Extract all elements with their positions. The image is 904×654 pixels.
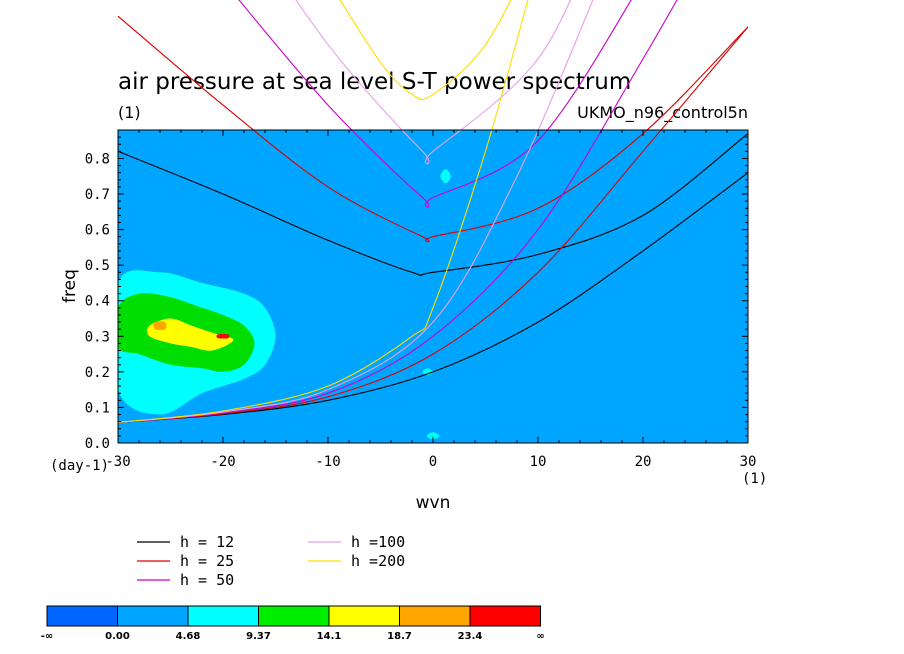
contour-region-2 [146, 318, 234, 351]
y-tick-label: 0.6 [85, 223, 110, 239]
x-tick-label: -30 [105, 454, 130, 470]
legend-label: h = 25 [180, 552, 234, 570]
series-1-kelvin-curve [117, 26, 749, 423]
y-tick-label: 0.1 [85, 400, 110, 416]
colorbar-swatch [469, 605, 541, 627]
colorbar-label: -∞ [41, 631, 53, 642]
y-tick-label: 0.2 [85, 365, 110, 381]
y-tick-label: 0.0 [85, 436, 110, 452]
y-tick-label: 0.3 [85, 329, 110, 345]
chart-subtitle-left: (1) [118, 103, 141, 122]
legend-label: h = 50 [180, 571, 234, 589]
colorbar-swatch [187, 605, 259, 627]
colorbar-label: 23.4 [458, 631, 483, 642]
colorbar-swatch [328, 605, 400, 627]
y-tick-label: 0.8 [85, 151, 110, 167]
plot-background [118, 130, 748, 443]
series-0-gravity-curve [117, 133, 749, 276]
series-2-kelvin-curve [117, 0, 678, 423]
x-axis-label: wvn [416, 493, 451, 513]
x-tick-label: 20 [635, 454, 652, 470]
colorbar-label: 4.68 [176, 631, 201, 642]
contour-region-7 [422, 368, 433, 376]
chart-subtitle-right: UKMO_n96_control5n [577, 103, 748, 123]
series-3-kelvin-curve [117, 0, 594, 423]
legend-label: h =200 [351, 552, 405, 570]
contour-region-4 [216, 334, 230, 339]
colorbar-label: 0.00 [105, 631, 130, 642]
x-tick-label: 0 [429, 454, 437, 470]
colorbar-label: 18.7 [387, 631, 412, 642]
colorbar-label: 14.1 [317, 631, 342, 642]
y-unit-label: (day-1) [50, 458, 109, 474]
chart-title: air pressure at sea level S-T power spec… [118, 69, 631, 95]
legend-label: h =100 [351, 533, 405, 551]
series-3-gravity-curve [295, 0, 572, 165]
contour-region-5 [440, 169, 451, 184]
y-tick-label: 0.4 [85, 294, 110, 310]
colorbar-label: 9.37 [246, 631, 271, 642]
colorbar-label: ∞ [536, 631, 544, 642]
legend-label: h = 12 [180, 533, 234, 551]
colorbar-swatch [399, 605, 471, 627]
y-tick-label: 0.5 [85, 258, 110, 274]
x-unit-label: (1) [742, 471, 767, 487]
x-tick-label: 30 [740, 454, 757, 470]
y-tick-label: 0.7 [85, 187, 110, 203]
contour-region-6 [426, 432, 440, 440]
x-tick-label: 10 [530, 454, 547, 470]
series-2-gravity-curve [238, 0, 632, 208]
series-0-kelvin-curve [117, 172, 749, 423]
colorbar-swatch [258, 605, 330, 627]
colorbar-swatch [117, 605, 189, 627]
series-4-gravity-curve [339, 0, 512, 101]
y-axis-label: freq [60, 269, 80, 303]
series-4-kelvin-curve [117, 0, 529, 423]
contour-region-3 [153, 321, 167, 331]
x-tick-label: -10 [315, 454, 340, 470]
colorbar-swatch [46, 605, 118, 627]
x-tick-label: -20 [210, 454, 235, 470]
